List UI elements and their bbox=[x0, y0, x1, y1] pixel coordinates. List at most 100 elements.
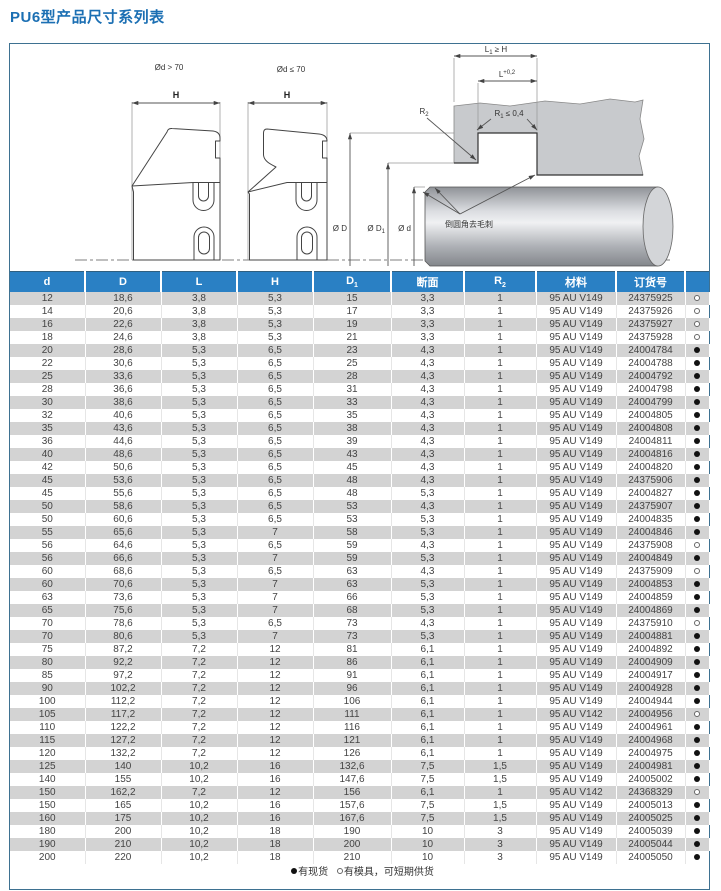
page-title: PU6型产品尺寸系列表 bbox=[10, 9, 165, 26]
cell: 12 bbox=[237, 746, 314, 760]
table-row: 35 43,6 5,3 6,5 38 4,3 1 95 AU V149 24004808 bbox=[10, 421, 710, 435]
cell: 6,1 bbox=[391, 655, 465, 669]
cell: 92,2 bbox=[85, 655, 162, 669]
availability-filled-icon bbox=[694, 528, 700, 535]
cell: 112,2 bbox=[85, 694, 162, 708]
cell: 1 bbox=[464, 577, 537, 591]
cell: 7,5 bbox=[391, 811, 465, 825]
availability-cell bbox=[685, 837, 710, 851]
availability-cell bbox=[685, 461, 709, 474]
cell: 6,1 bbox=[391, 668, 465, 682]
table-row: 85 97,2 7,2 12 91 6,1 1 95 AU V149 24004917 bbox=[10, 668, 709, 682]
cell: 95 AU V142 bbox=[536, 707, 617, 721]
cell: 53 bbox=[313, 512, 392, 526]
cell: 24005044 bbox=[616, 837, 686, 851]
profile-left-label: Ød > 70 bbox=[155, 63, 184, 72]
cell: 95 AU V149 bbox=[536, 824, 617, 838]
cell: 1 bbox=[464, 369, 537, 383]
cell: 1,5 bbox=[464, 798, 537, 812]
h-dim-label-left: H bbox=[173, 90, 180, 100]
cell: 150 bbox=[10, 785, 86, 799]
profile-right-label: Ød ≤ 70 bbox=[277, 65, 306, 74]
availability-cell bbox=[685, 707, 710, 721]
availability-cell bbox=[685, 799, 709, 812]
cell: 5,3 bbox=[237, 317, 314, 331]
cell: 95 AU V149 bbox=[536, 486, 617, 500]
cell: 7,5 bbox=[391, 759, 465, 773]
cell: 7,2 bbox=[161, 733, 238, 747]
cell: 24004798 bbox=[616, 382, 686, 396]
availability-cell bbox=[685, 357, 709, 370]
cell: 162,2 bbox=[85, 785, 162, 799]
availability-filled-icon bbox=[694, 489, 701, 496]
cell: 1 bbox=[464, 421, 537, 435]
availability-cell bbox=[685, 811, 710, 825]
cell: 30,6 bbox=[85, 356, 162, 370]
cell: 121 bbox=[313, 733, 392, 747]
cell: 7,2 bbox=[161, 720, 238, 734]
cell: 40 bbox=[10, 447, 86, 461]
cell: 24004917 bbox=[616, 668, 686, 682]
cell: 68 bbox=[313, 603, 392, 617]
cell: 6,5 bbox=[237, 447, 314, 461]
cell: 24004869 bbox=[616, 603, 686, 617]
cell: 1 bbox=[464, 317, 537, 331]
cell: 6,5 bbox=[237, 616, 314, 630]
cell: 95 AU V149 bbox=[536, 746, 617, 760]
availability-legend: 有现货 有模具，可短期供货 bbox=[10, 864, 709, 882]
in-stock-label: 有现货 bbox=[298, 866, 329, 878]
availability-filled-icon bbox=[694, 437, 701, 444]
table-row: 50 60,6 5,3 6,5 53 5,3 1 95 AU V149 24004835 bbox=[10, 512, 709, 526]
cell: 150 bbox=[10, 798, 86, 812]
availability-cell bbox=[685, 785, 710, 799]
cell: 35 bbox=[313, 408, 392, 422]
cell: 4,3 bbox=[391, 447, 465, 461]
availability-filled-icon bbox=[694, 853, 701, 860]
mold-available-label: 有模具，可短期供货 bbox=[343, 866, 434, 878]
availability-cell bbox=[685, 513, 709, 526]
cell: 80 bbox=[10, 655, 86, 669]
cell: 10,2 bbox=[161, 824, 238, 838]
cell: 100 bbox=[10, 694, 86, 708]
availability-cell bbox=[685, 551, 710, 565]
cell: 16 bbox=[237, 772, 314, 786]
cell: 55 bbox=[10, 525, 86, 539]
cell: 7,5 bbox=[391, 798, 465, 812]
cell: 59 bbox=[313, 551, 392, 565]
availability-filled-icon bbox=[694, 476, 700, 483]
cell: 24004811 bbox=[616, 434, 686, 448]
cell: 95 AU V149 bbox=[536, 733, 617, 747]
availability-filled-icon bbox=[694, 736, 700, 743]
housing-block bbox=[453, 98, 645, 176]
cell: 32 bbox=[10, 408, 86, 422]
availability-filled-icon bbox=[694, 463, 701, 470]
cell: 43 bbox=[313, 447, 392, 461]
cell: 15 bbox=[313, 291, 392, 305]
availability-cell bbox=[685, 759, 710, 773]
cell: 24,6 bbox=[85, 330, 162, 344]
cell: 1,5 bbox=[464, 759, 537, 773]
cell: 39 bbox=[313, 434, 392, 448]
cell: 95 AU V149 bbox=[536, 317, 617, 331]
cell: 7 bbox=[237, 525, 314, 539]
cell: 6,5 bbox=[237, 499, 314, 513]
availability-filled-icon bbox=[694, 645, 701, 652]
cell: 200 bbox=[10, 850, 86, 864]
cell: 12 bbox=[237, 694, 314, 708]
table-row: 100 112,2 7,2 12 106 6,1 1 95 AU V149 24004944 bbox=[10, 694, 709, 708]
cell: 24004909 bbox=[616, 655, 686, 669]
seal-profile-small: H Ød ≤ 70 bbox=[247, 65, 328, 261]
cell: 19 bbox=[313, 317, 392, 331]
cell: 10,2 bbox=[161, 772, 238, 786]
cell: 155 bbox=[85, 772, 162, 786]
availability-outline-icon bbox=[694, 710, 700, 717]
cell: 56 bbox=[10, 551, 86, 565]
cell: 6,1 bbox=[391, 694, 465, 708]
cell: 24004853 bbox=[616, 577, 686, 591]
cell: 24004827 bbox=[616, 486, 686, 500]
availability-outline-icon bbox=[694, 333, 701, 340]
table-row: 60 70,6 5,3 7 63 5,3 1 95 AU V149 24004853 bbox=[10, 577, 710, 591]
table-row: 140 155 10,2 16 147,6 7,5 1,5 95 AU V149 2400500… bbox=[10, 772, 709, 786]
cell: 7,5 bbox=[391, 772, 465, 786]
